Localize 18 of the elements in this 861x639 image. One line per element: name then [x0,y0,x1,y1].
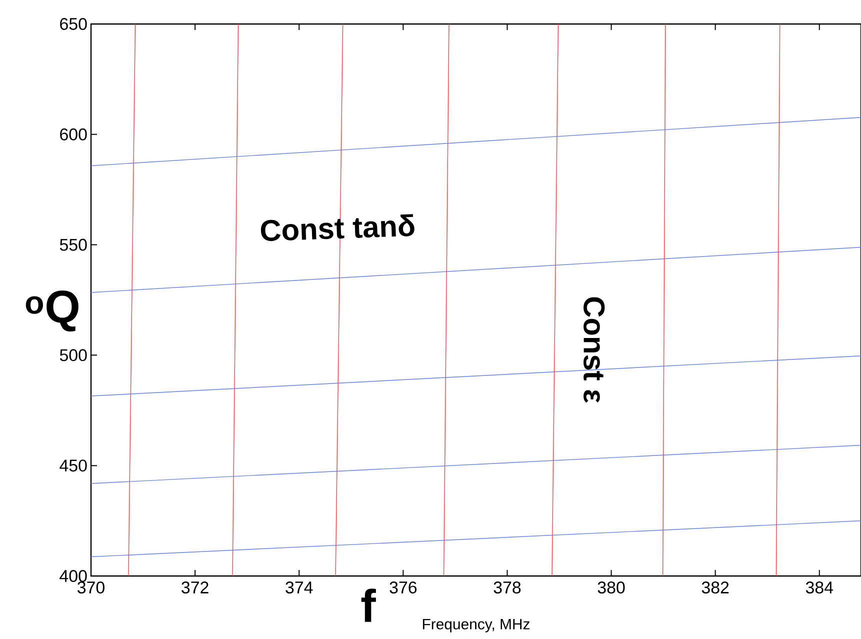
y-tick-label: 500 [60,349,87,362]
y-tick-label: 650 [60,18,87,30]
y-tick-label: 600 [60,128,87,140]
x-axis-title: f [361,588,376,622]
x-tick-label: 378 [494,581,521,594]
x-tick-label: 372 [182,581,208,594]
x-tick-label: 384 [806,581,834,594]
x-tick-label: 376 [390,581,417,594]
y-tick-label: 400 [60,570,87,582]
y-tick-label: 550 [60,238,87,251]
text: Frequency, MHz [422,618,530,632]
annotation: Const ε [584,297,605,403]
x-tick-label: 374 [286,581,313,594]
x-tick-label: 382 [702,581,729,594]
y-tick-label: 450 [60,460,87,472]
y-axis-title: $^{o}$Q [26,290,78,332]
x-tick-label: 370 [78,581,104,594]
x-tick-label: 380 [598,581,625,594]
